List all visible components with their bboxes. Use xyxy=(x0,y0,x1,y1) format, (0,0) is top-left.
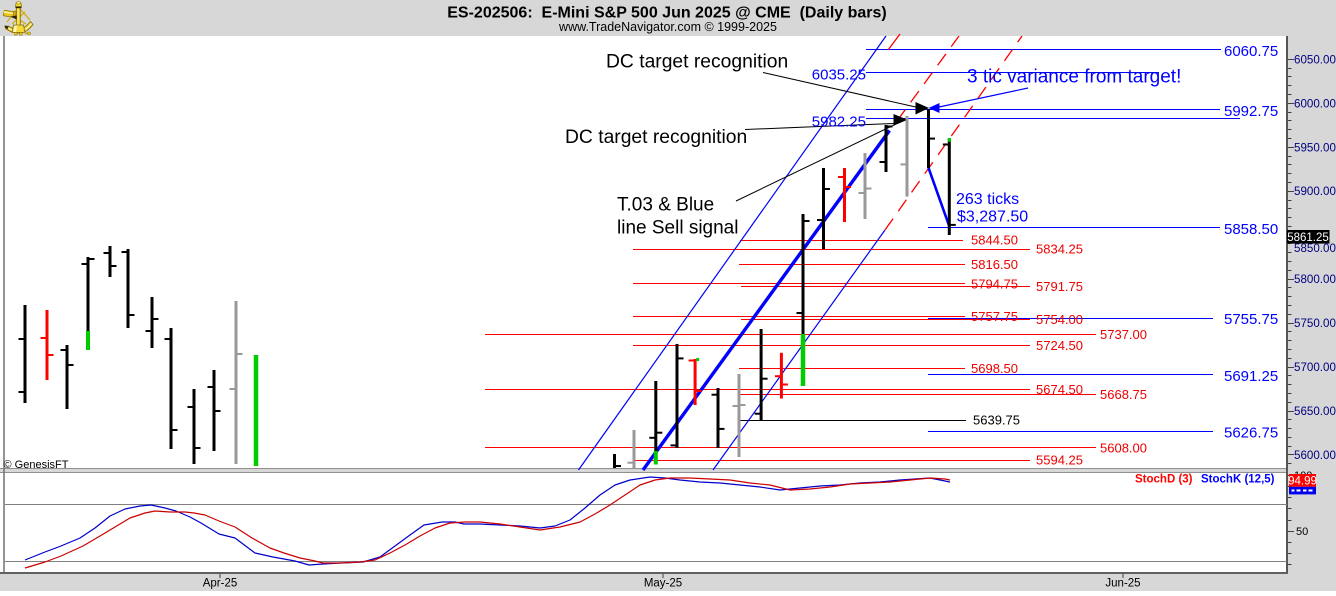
svg-text:May-25: May-25 xyxy=(644,578,682,590)
svg-text:Apr-25: Apr-25 xyxy=(203,578,238,590)
svg-text:5724.50: 5724.50 xyxy=(1036,338,1083,353)
svg-text:5608.00: 5608.00 xyxy=(1100,441,1147,456)
svg-text:5600.00: 5600.00 xyxy=(1294,449,1336,462)
svg-text:6060.75: 6060.75 xyxy=(1224,43,1278,60)
svg-text:5755.75: 5755.75 xyxy=(1224,311,1278,328)
svg-text:$3,287.50: $3,287.50 xyxy=(957,208,1028,225)
svg-text:6000.00: 6000.00 xyxy=(1294,97,1336,110)
svg-text:www.TradeNavigator.com © 1999-: www.TradeNavigator.com © 1999-2025 xyxy=(558,20,777,34)
svg-text:5950.00: 5950.00 xyxy=(1294,141,1336,154)
svg-text:94.99: 94.99 xyxy=(1288,475,1317,487)
svg-text:5791.75: 5791.75 xyxy=(1036,279,1083,294)
svg-text:6050.00: 6050.00 xyxy=(1294,53,1336,66)
svg-text:5861.25: 5861.25 xyxy=(1287,232,1329,244)
svg-text:5900.00: 5900.00 xyxy=(1294,185,1336,198)
svg-text:line Sell signal: line Sell signal xyxy=(617,218,738,239)
svg-text:5834.25: 5834.25 xyxy=(1036,242,1083,257)
svg-text:5757.75: 5757.75 xyxy=(971,309,1018,324)
svg-text:5992.75: 5992.75 xyxy=(1224,103,1278,120)
svg-text:5982.25: 5982.25 xyxy=(812,114,866,131)
svg-text:ES-202506: E-Mini S&P 500 Jun: ES-202506: E-Mini S&P 500 Jun 2025 @ CME… xyxy=(447,5,886,22)
svg-text:Jun-25: Jun-25 xyxy=(1105,578,1140,590)
svg-text:5674.50: 5674.50 xyxy=(1036,382,1083,397)
svg-text:6035.25: 6035.25 xyxy=(812,67,866,84)
svg-text:5794.75: 5794.75 xyxy=(971,276,1018,291)
svg-text:StochD (3): StochD (3) xyxy=(1135,474,1193,486)
svg-text:5691.25: 5691.25 xyxy=(1224,368,1278,385)
svg-text:5626.75: 5626.75 xyxy=(1224,425,1278,442)
svg-text:5800.00: 5800.00 xyxy=(1294,273,1336,286)
svg-text:5858.50: 5858.50 xyxy=(1224,221,1278,238)
svg-text:5754.00: 5754.00 xyxy=(1036,312,1083,327)
svg-text:5668.75: 5668.75 xyxy=(1100,387,1147,402)
svg-text:3 tic variance from target!: 3 tic variance from target! xyxy=(967,67,1181,88)
svg-text:5700.00: 5700.00 xyxy=(1294,361,1336,374)
svg-text:DC target recognition: DC target recognition xyxy=(565,127,747,148)
svg-text:5816.50: 5816.50 xyxy=(971,257,1018,272)
svg-text:50: 50 xyxy=(1296,526,1308,538)
svg-text:5844.50: 5844.50 xyxy=(971,233,1018,248)
svg-text:T.03 & Blue: T.03 & Blue xyxy=(617,195,714,216)
svg-text:© GenesisFT: © GenesisFT xyxy=(4,459,69,471)
svg-text:5639.75: 5639.75 xyxy=(973,413,1020,428)
svg-text:StochK (12,5): StochK (12,5) xyxy=(1201,474,1275,486)
svg-text:5737.00: 5737.00 xyxy=(1100,327,1147,342)
svg-text:5850.00: 5850.00 xyxy=(1294,242,1336,255)
svg-text:5650.00: 5650.00 xyxy=(1294,405,1336,418)
svg-text:DC target recognition: DC target recognition xyxy=(606,52,788,73)
svg-text:5594.25: 5594.25 xyxy=(1036,453,1083,468)
svg-text:263 ticks: 263 ticks xyxy=(956,191,1019,208)
svg-text:5750.00: 5750.00 xyxy=(1294,317,1336,330)
svg-text:5698.50: 5698.50 xyxy=(971,361,1018,376)
